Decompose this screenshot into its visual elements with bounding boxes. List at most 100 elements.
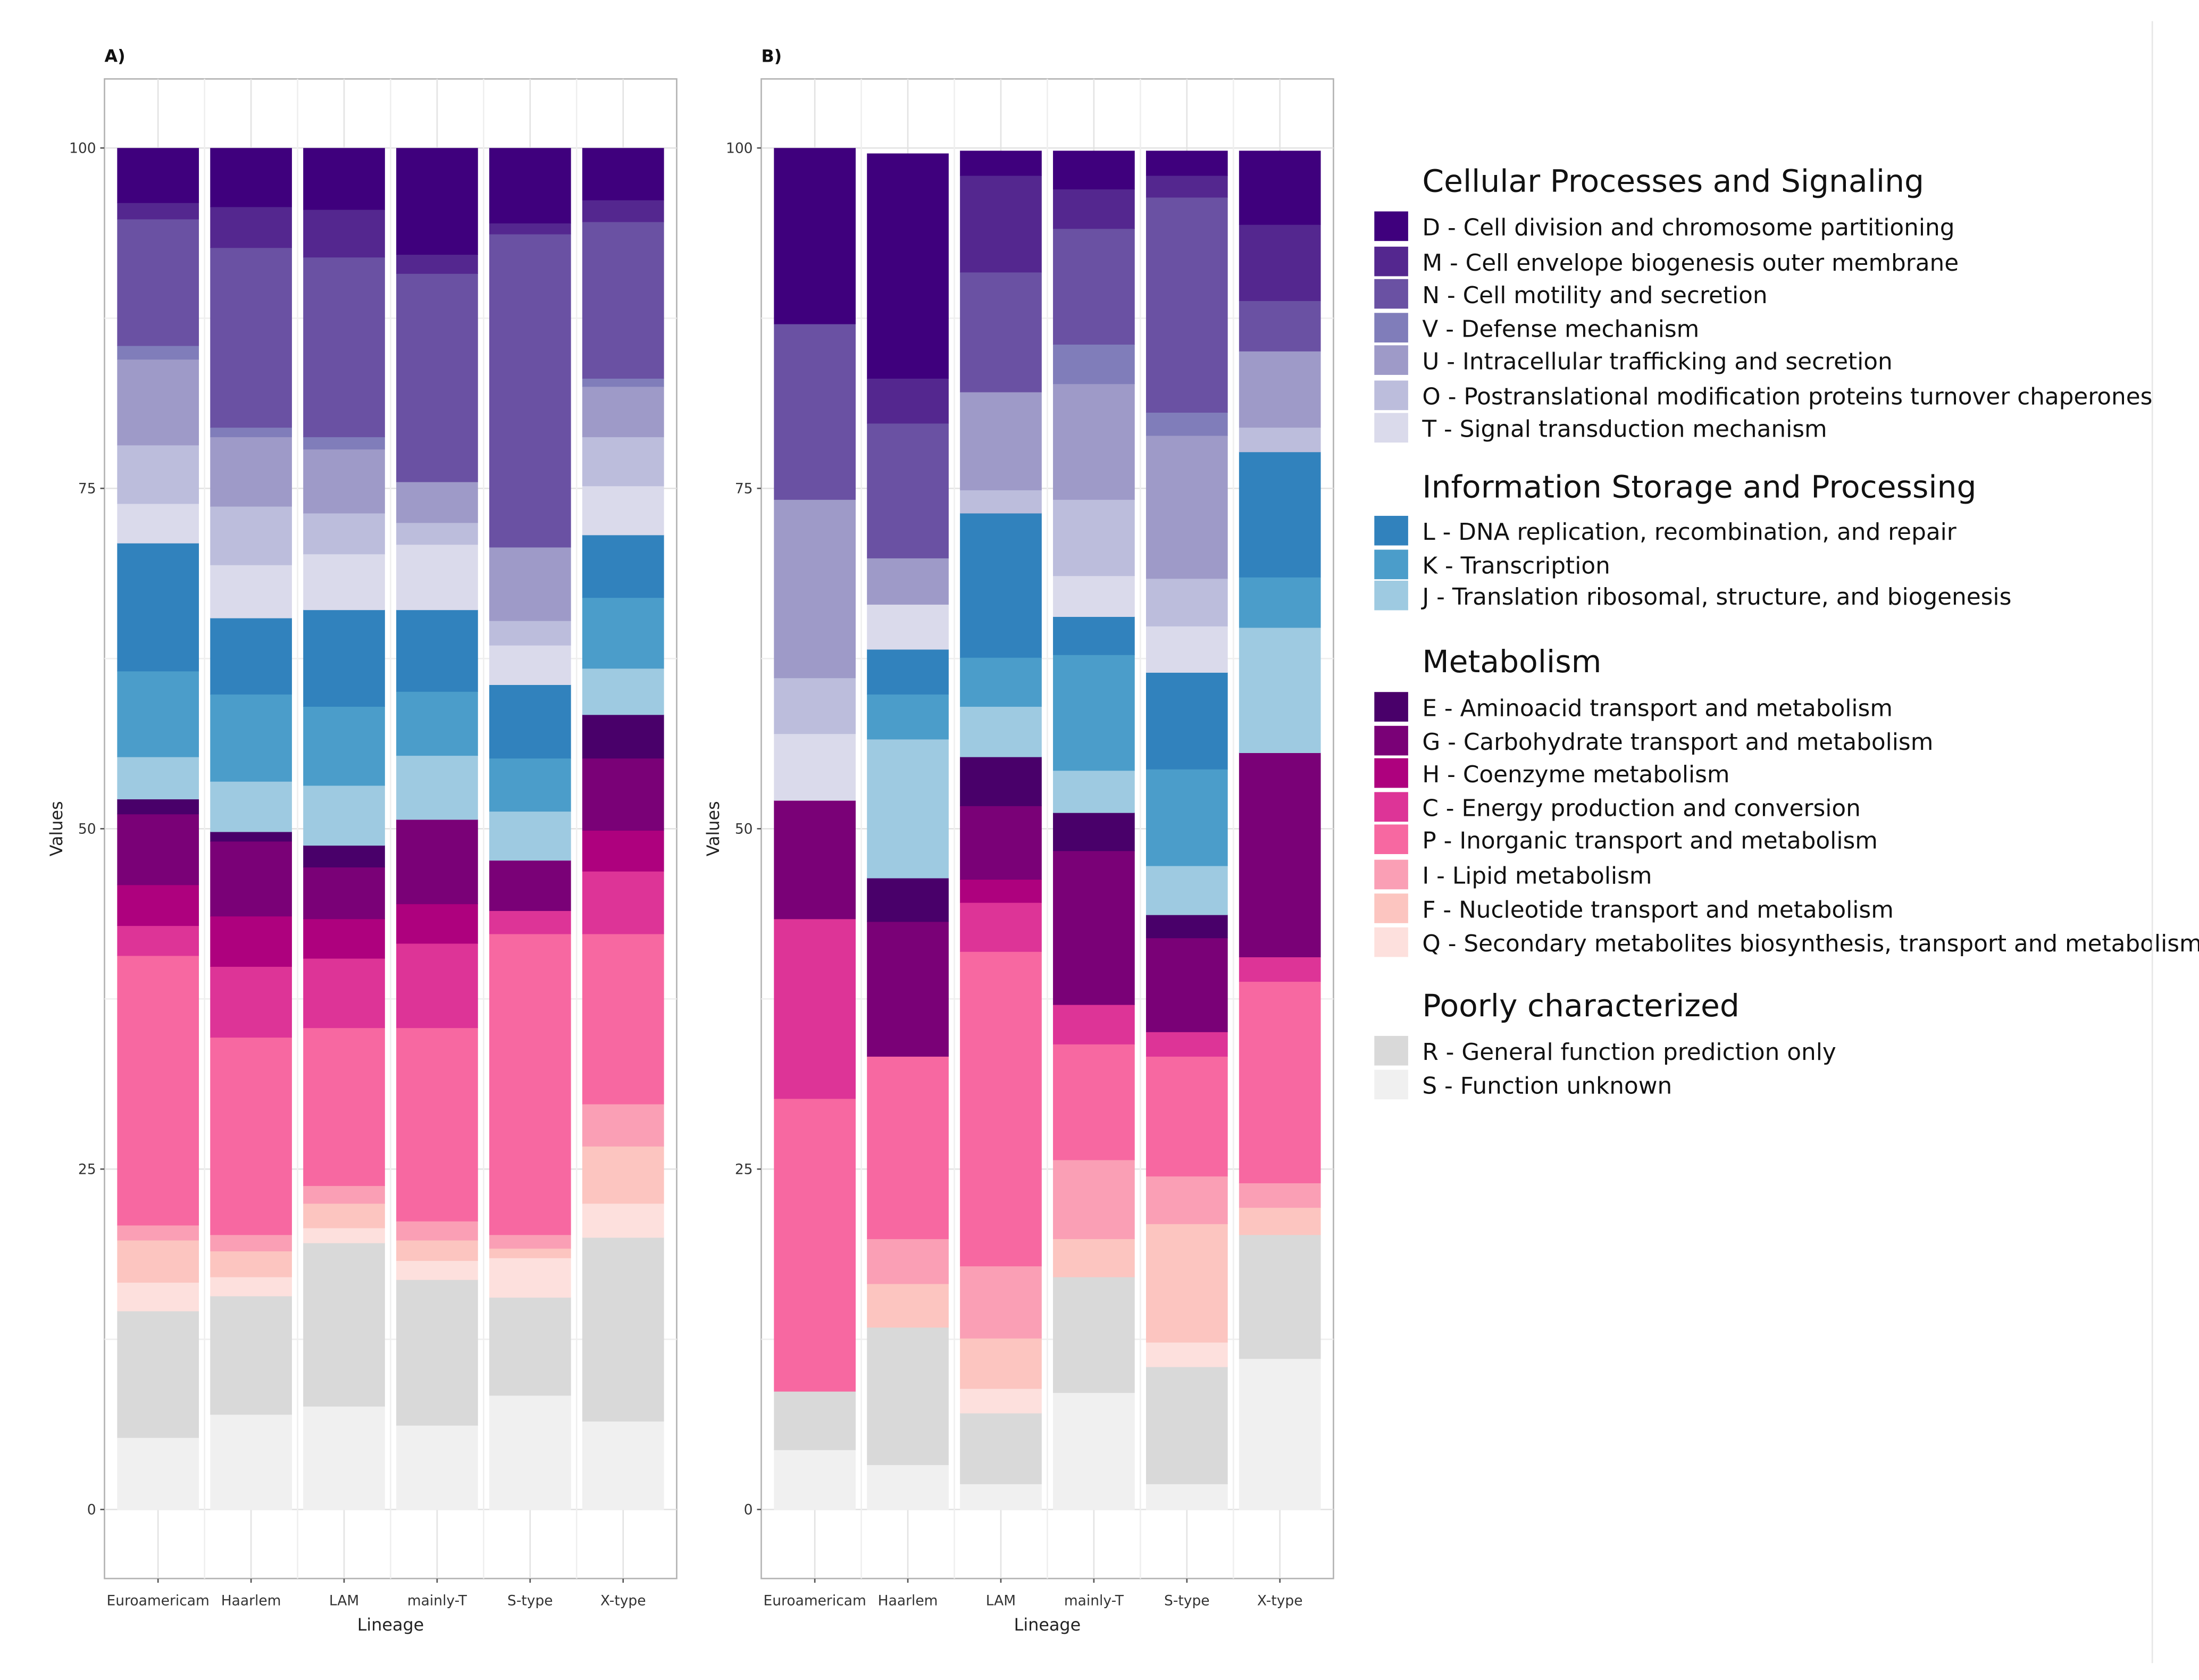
bar-segment-O [489, 620, 571, 646]
bar-segment-G [117, 814, 199, 885]
bar-segment-C [117, 925, 199, 956]
legend-swatch-S [1374, 1069, 1408, 1100]
bar-segment-L [489, 684, 571, 759]
bar-segment-T [1053, 575, 1135, 617]
bar-segment-T [303, 554, 385, 611]
bar-segment-N [1053, 228, 1135, 345]
bar-segment-V [1146, 412, 1228, 436]
bar-segment-N [1146, 197, 1228, 413]
bar-segment-U [582, 386, 664, 438]
bar-stack-X-type [582, 148, 664, 1510]
legend-swatch-F [1374, 893, 1408, 923]
legend-item-label: G - Carbohydrate transport and metabolis… [1422, 729, 1933, 756]
panel-label: B) [761, 47, 782, 66]
x-tick-label: S-type [507, 1593, 553, 1609]
x-tick-label: Euroamericam [107, 1593, 210, 1609]
bar-segment-L [1239, 452, 1321, 578]
bar-segment-S [303, 1406, 385, 1510]
bar-segment-D [960, 151, 1042, 176]
y-tick-label: 0 [87, 1502, 96, 1518]
bar-segment-G [1146, 938, 1228, 1032]
bar-segment-O [1239, 427, 1321, 453]
bar-segment-U [303, 449, 385, 514]
legend-swatch-U [1374, 345, 1408, 375]
bar-segment-L [582, 534, 664, 598]
legend-swatch-T [1374, 413, 1408, 443]
bar-segment-C [1239, 956, 1321, 982]
bar-segment-T [396, 544, 478, 611]
bar-segment-S [960, 1483, 1042, 1510]
bar-segment-U [396, 481, 478, 523]
legend-swatch-O [1374, 380, 1408, 411]
bar-segment-C [396, 943, 478, 1029]
bar-segment-R [210, 1295, 292, 1415]
bar-segment-V [210, 427, 292, 438]
bar-segment-G [489, 860, 571, 911]
bar-stack-X-type [1239, 151, 1321, 1510]
bar-segment-F [210, 1250, 292, 1277]
bar-segment-G [1053, 850, 1135, 1005]
legend-swatch-K [1374, 549, 1408, 580]
bar-segment-I [867, 1238, 949, 1284]
bar-segment-T [774, 733, 856, 801]
x-tick-label: mainly-T [1064, 1593, 1124, 1609]
bar-segment-R [582, 1237, 664, 1422]
legend-group: Information Storage and Processing L - DN… [1374, 469, 2011, 611]
bar-segment-F [1146, 1223, 1228, 1343]
bar-segment-F [117, 1240, 199, 1283]
bar-segment-M [303, 209, 385, 258]
x-tick-label: Haarlem [878, 1593, 938, 1609]
bar-segment-L [867, 649, 949, 695]
bar-segment-E [960, 756, 1042, 806]
bar-segment-J [582, 668, 664, 715]
bar-segment-H [396, 904, 478, 944]
legend-swatch-I [1374, 859, 1408, 890]
bar-segment-U [210, 437, 292, 507]
bar-segment-Q [396, 1260, 478, 1280]
bar-segment-T [210, 564, 292, 618]
bar-segment-S [210, 1414, 292, 1510]
bar-segment-K [867, 693, 949, 740]
bar-segment-M [396, 254, 478, 274]
bar-segment-E [210, 831, 292, 842]
bar-stack-LAM [960, 151, 1042, 1510]
legend-group: Metabolism E - Aminoacid transport and me… [1374, 643, 2199, 957]
bar-segment-H [960, 879, 1042, 903]
bar-segment-J [489, 811, 571, 861]
bar-segment-F [867, 1283, 949, 1328]
bar-segment-R [867, 1327, 949, 1465]
legend-swatch-J [1374, 580, 1408, 611]
bar-segment-F [396, 1240, 478, 1261]
bar-segment-R [1239, 1234, 1321, 1359]
panels: 0 25 50 75 100 Euroamericam Haarlem LAM mainly-T… [47, 47, 1334, 1635]
bar-segment-O [774, 678, 856, 734]
legend-item-label: M - Cell envelope biogenesis outer membr… [1422, 249, 1959, 277]
bar-segment-P [117, 955, 199, 1226]
bar-segment-I [303, 1185, 385, 1204]
bar-segment-M [867, 378, 949, 424]
bar-segment-C [210, 966, 292, 1038]
bar-segment-E [1146, 914, 1228, 939]
bar-segment-G [1239, 752, 1321, 958]
bar-segment-D [303, 148, 385, 210]
panel-label: A) [104, 47, 125, 66]
bar-segment-Q [960, 1388, 1042, 1414]
bar-segment-F [489, 1248, 571, 1258]
legend-item-label: H - Coenzyme metabolism [1422, 761, 1729, 788]
legend-swatch-D [1374, 211, 1408, 241]
bar-segment-M [210, 206, 292, 248]
x-axis-title: Lineage [357, 1615, 424, 1635]
bar-segment-P [1146, 1056, 1228, 1177]
bar-segment-R [960, 1412, 1042, 1484]
legend-group-title: Information Storage and Processing [1422, 469, 1976, 505]
bar-segment-R [396, 1279, 478, 1426]
bar-stack-Haarlem [210, 148, 292, 1510]
bar-segment-D [774, 148, 856, 324]
x-tick-label: X-type [1257, 1593, 1303, 1609]
bar-segment-L [117, 542, 199, 672]
bar-segment-O [117, 445, 199, 504]
bar-stack-Euroamericam [117, 148, 199, 1510]
bar-segment-F [1239, 1207, 1321, 1235]
bar-segment-U [1146, 435, 1228, 579]
bar-segment-O [582, 437, 664, 487]
